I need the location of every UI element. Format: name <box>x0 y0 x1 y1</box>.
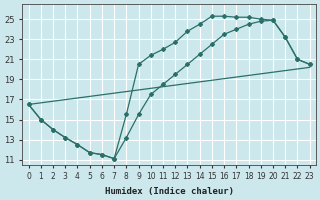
X-axis label: Humidex (Indice chaleur): Humidex (Indice chaleur) <box>105 187 234 196</box>
